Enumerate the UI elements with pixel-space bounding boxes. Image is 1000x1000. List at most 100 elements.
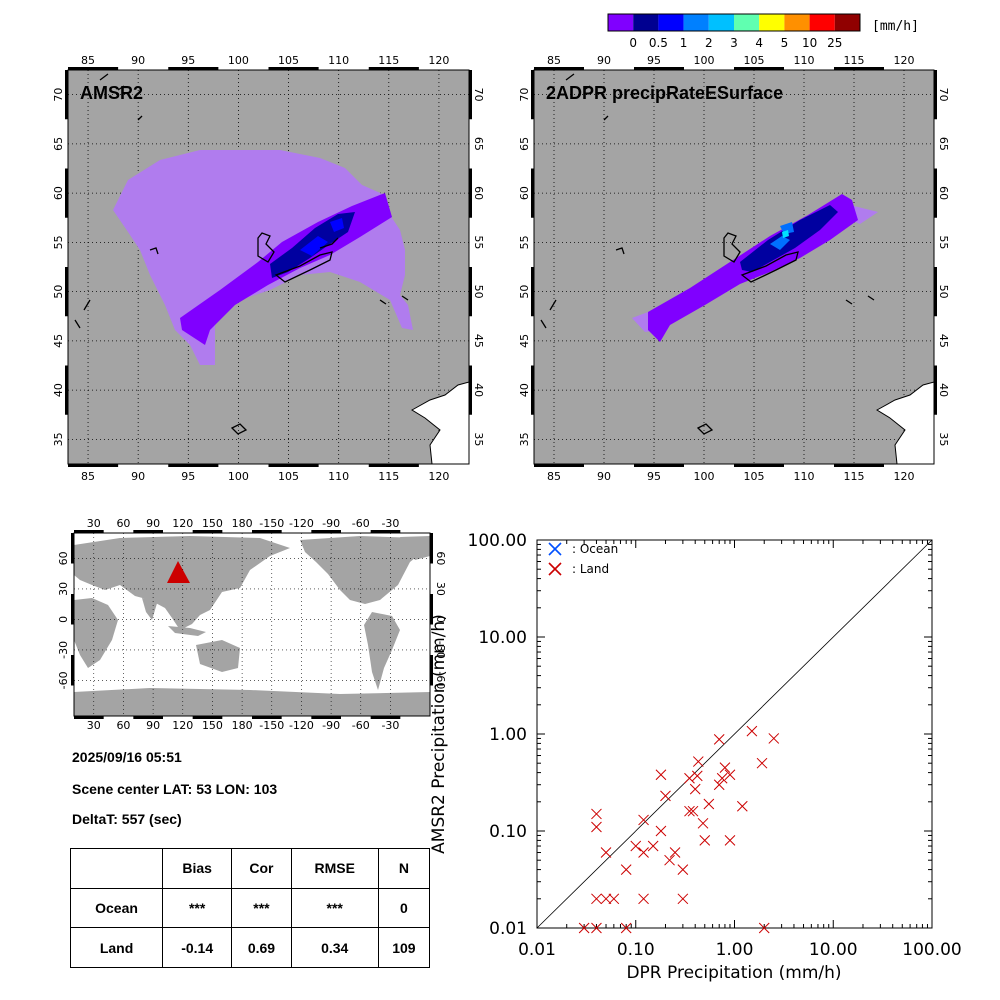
scatter-xlabel: DPR Precipitation (mm/h) [626,963,841,983]
stats-land-rmse: 0.34 [290,927,379,968]
scatter-ticks: 0.01 0.10 1.00 10.00 100.00 0.01 0.10 1.00 10.00… [468,531,962,960]
lat-tick-label-left: 45 [52,334,65,348]
map-dpr-tick-labels: 85 85 90 90 95 95 100 100 105 105 110 110 115 115 120 1… [518,54,950,483]
x-tick-label: 0.10 [617,940,655,960]
dpr-peak-precip-cell [782,230,789,238]
data-point-land [697,817,709,829]
data-point-land [691,770,703,782]
data-point-land [724,835,736,846]
stats-header-cor: Cor [231,848,292,889]
globe-lat-label-right: 60 [434,551,447,565]
dpr-heaviest-precip-cells [770,222,794,250]
data-point-land [758,922,770,934]
scatter-legend: : Ocean: Land [548,542,618,576]
globe-frame-tick-bar [430,533,433,564]
india-land [142,598,158,620]
globe-frame-tick-bar [192,716,223,719]
globe-lon-label-top: 60 [116,517,130,530]
data-point-land [647,840,659,852]
globe-frame-tick-bar [133,530,163,533]
stats-ocean-label: Ocean [69,887,164,929]
frame-tick-bar [734,464,784,467]
globe-lat-label-left: 0 [57,616,70,623]
lon-tick-label-bottom: 85 [81,470,95,483]
info-scene-center: Scene center LAT: 53 LON: 103 [72,781,278,797]
globe-lon-label-top: 90 [146,517,160,530]
frame-tick-bar [734,67,784,70]
frame-tick-bar [268,464,319,467]
stats-row-land: Land -0.14 0.69 0.34 109 [69,927,431,968]
frame-tick-bar [531,168,534,218]
map-amsr2-tick-labels: 85 85 90 90 95 95 100 100 105 105 110 110 115 115 120 1… [52,54,485,483]
lat-tick-label-right: 70 [472,88,485,102]
data-point-land [578,922,590,934]
amsr2-light-precip-region [113,150,413,365]
data-point-land [638,847,649,858]
stats-table: Bias Cor RMSE N Ocean *** *** *** 0 Land… [69,848,431,968]
colorbar-tick-label: 1 [680,36,688,50]
lon-tick-label-bottom: 100 [694,470,715,483]
y-tick-label: 0.01 [489,919,527,939]
colorbar-swatch [608,14,634,31]
lon-tick-label-top: 105 [278,54,299,67]
globe-lon-label-top: 120 [172,517,193,530]
scatter-ylabel: AMSR2 Precipitation (mm/h) [429,614,449,854]
globe-lat-label-right: 30 [434,582,447,596]
data-point-land [660,790,671,802]
globe-frame-tick-bar [430,594,433,625]
stats-header-blank [69,848,164,889]
frame-tick-bar [634,464,684,467]
lat-tick-label-left: 40 [518,383,531,397]
data-point-land [620,864,632,875]
data-point-land [677,864,689,875]
data-point-land [638,893,649,905]
lat-tick-label-right: 45 [472,334,485,348]
globe-lon-label-bottom: 150 [202,719,223,732]
data-point-land [692,756,704,767]
lon-tick-label-bottom: 120 [428,470,449,483]
globe-tick-labels: 30 30 60 60 90 90 120 120 150 150 180 180 -150 -150 -1… [57,517,447,732]
lat-tick-label-right: 60 [472,186,485,200]
colorbar-tick-label: 4 [755,36,763,50]
data-point-land [655,825,667,837]
x-tick-label: 10.00 [809,940,858,960]
y-tick-label: 0.10 [489,822,527,842]
frame-tick-bar [531,267,534,317]
data-point-land [719,762,731,773]
colorbar-swatch [784,14,810,31]
lon-tick-label-top: 90 [131,54,145,67]
frame-tick-bar [934,168,937,218]
lon-tick-label-bottom: 90 [597,470,611,483]
data-point-land [620,922,632,934]
lon-tick-label-top: 100 [694,54,715,67]
frame-tick-bar [168,464,219,467]
globe-lat-label-left: 30 [57,582,70,596]
lat-tick-label-left: 70 [52,88,65,102]
frame-tick-bar [834,464,884,467]
lon-tick-label-bottom: 115 [844,470,865,483]
lon-tick-label-top: 95 [181,54,195,67]
globe-frame-tick-bar [311,716,341,719]
colorbar-frame [607,13,861,32]
stats-header-row: Bias Cor RMSE N [69,848,431,889]
data-point-land [746,725,758,737]
x-tick-label: 100.00 [902,940,961,960]
colorbar-swatch [809,14,835,31]
lat-tick-label-left: 60 [518,186,531,200]
frame-tick-bar [469,70,472,120]
scatter-plot: 0.01 0.10 1.00 10.00 100.00 0.01 0.10 1.00 10.00… [429,531,962,983]
data-point-land [591,821,602,833]
frame-tick-bar [634,67,684,70]
data-point-land [591,893,602,905]
globe-frame-tick-bar [252,716,282,719]
lat-tick-label-left: 65 [52,137,65,151]
frame-tick-bar [65,267,68,317]
frame-tick-bar [531,365,534,415]
globe-lat-label-left: -30 [57,641,70,659]
lon-tick-label-bottom: 95 [181,470,195,483]
lon-tick-label-bottom: 120 [894,470,915,483]
dpr-coastlines [540,73,875,435]
lat-tick-label-right: 40 [937,383,950,397]
frame-tick-bar [469,267,472,317]
frame-tick-bar [68,67,119,70]
